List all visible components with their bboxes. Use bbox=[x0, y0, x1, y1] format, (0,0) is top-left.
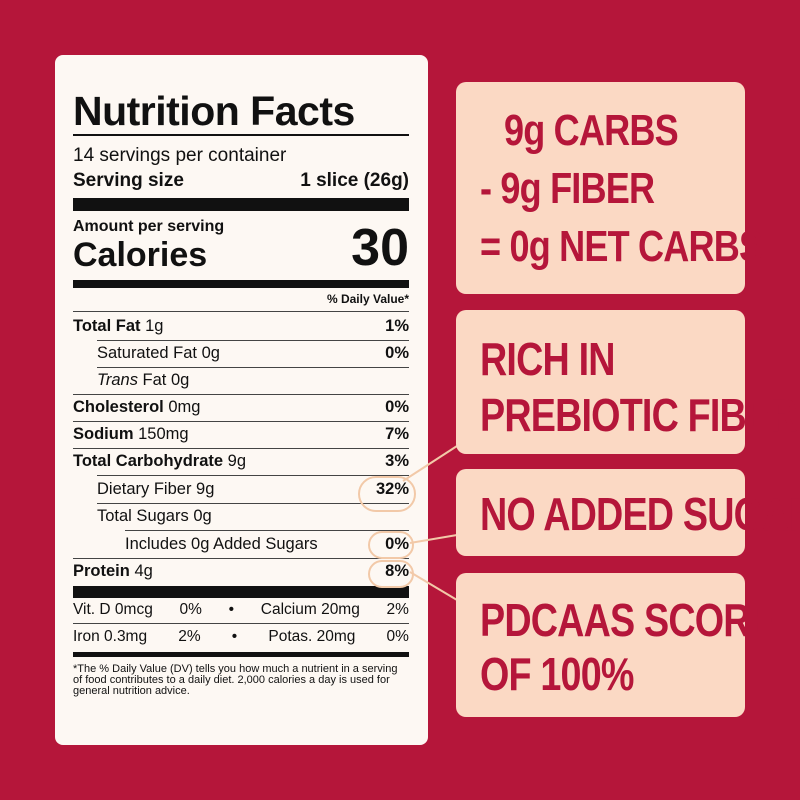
callout-pdcaas-line1: PDCAAS SCORE bbox=[480, 594, 775, 646]
callout-prebiotic-line2: PREBIOTIC FIBER bbox=[480, 389, 798, 441]
amount-per-serving: Amount per serving bbox=[73, 218, 225, 235]
bullet: • bbox=[228, 601, 235, 618]
callout-pdcaas-line2: OF 100% bbox=[480, 648, 634, 700]
row-total-fat: Total Fat 1g 1% bbox=[73, 314, 409, 338]
callout-pdcaas: PDCAAS SCORE OF 100% bbox=[456, 573, 775, 717]
callout-prebiotic-fiber: RICH IN PREBIOTIC FIBER bbox=[456, 310, 798, 454]
nutrient-amount: 4g bbox=[134, 561, 153, 580]
nutrient-name: Dietary Fiber bbox=[97, 479, 192, 498]
row-sodium: Sodium 150mg 7% bbox=[73, 422, 409, 446]
nutrient-name: Total Sugars bbox=[97, 506, 189, 525]
row-total-sugars: Total Sugars 0g bbox=[73, 504, 409, 528]
nutrient-dv: 0% bbox=[385, 397, 409, 416]
serving-size-label: Serving size bbox=[73, 170, 184, 191]
nutrient-amount: 0g bbox=[193, 506, 212, 525]
nutrient-amount: Fat 0g bbox=[142, 370, 190, 389]
row-trans-fat: Trans Fat 0g bbox=[73, 368, 409, 392]
servings-per-container: 14 servings per container bbox=[73, 145, 287, 166]
nutrient-dv: 1% bbox=[385, 316, 409, 335]
divider bbox=[73, 134, 409, 136]
divider bbox=[125, 530, 409, 531]
nutrient-name: Total Carbohydrate bbox=[73, 451, 224, 470]
calcium: Calcium 20mg bbox=[260, 601, 360, 618]
nutrient-name: Sodium bbox=[73, 424, 134, 443]
serving-size-value: 1 slice (26g) bbox=[300, 170, 409, 191]
row-vitamin-calcium: Vit. D 0mcg 0% • Calcium 20mg 2% bbox=[73, 598, 409, 622]
nutrient-amount: 0mg bbox=[168, 397, 201, 416]
bullet: • bbox=[231, 628, 238, 645]
divider bbox=[73, 421, 409, 422]
divider bbox=[73, 394, 409, 395]
row-iron-potassium: Iron 0.3mg 2% • Potas. 20mg 0% bbox=[73, 625, 409, 649]
nutrition-label-panel bbox=[55, 55, 428, 745]
divider bbox=[73, 652, 409, 657]
divider bbox=[97, 475, 409, 476]
callout-sugar-text: NO ADDED SUGAR bbox=[480, 488, 800, 540]
callout-carbs-line1: 9g CARBS bbox=[504, 106, 679, 155]
divider bbox=[73, 448, 409, 449]
divider bbox=[97, 367, 409, 368]
calcium-dv: 2% bbox=[386, 601, 409, 618]
divider bbox=[73, 311, 409, 312]
row-saturated-fat: Saturated Fat 0g 0% bbox=[73, 341, 409, 365]
row-cholesterol: Cholesterol 0mg 0% bbox=[73, 395, 409, 419]
potassium: Potas. 20mg bbox=[268, 628, 356, 645]
nutrient-dv: 7% bbox=[385, 424, 409, 443]
nutrient-amount: 1g bbox=[145, 316, 164, 335]
nutrient-amount: 9g bbox=[196, 479, 215, 498]
calories-label: Calories bbox=[73, 236, 208, 274]
daily-value-header: % Daily Value* bbox=[326, 292, 409, 306]
nutrient-name: Includes 0g Added Sugars bbox=[125, 534, 318, 553]
nutrient-amount: 0g bbox=[201, 343, 220, 362]
thick-divider bbox=[73, 280, 409, 288]
callout-prebiotic-line1: RICH IN bbox=[480, 333, 615, 385]
callout-carbs-line2: - 9g FIBER bbox=[480, 164, 655, 213]
iron: Iron 0.3mg bbox=[73, 628, 148, 645]
thick-divider bbox=[73, 586, 409, 598]
vitamin-d: Vit. D 0mcg bbox=[73, 601, 153, 618]
nutrient-name: Saturated Fat bbox=[97, 343, 197, 362]
thick-divider bbox=[73, 198, 409, 211]
iron-dv: 2% bbox=[178, 628, 201, 645]
nutrient-dv: 0% bbox=[385, 343, 409, 362]
divider bbox=[73, 558, 409, 559]
nutrient-name: Cholesterol bbox=[73, 397, 164, 416]
vitamin-d-dv: 0% bbox=[179, 601, 202, 618]
callout-carbs-line3: = 0g NET CARBS bbox=[480, 222, 763, 271]
divider bbox=[73, 623, 409, 624]
potassium-dv: 0% bbox=[386, 628, 409, 645]
divider bbox=[97, 340, 409, 341]
nutrient-amount: 150mg bbox=[138, 424, 189, 443]
callout-no-added-sugar: NO ADDED SUGAR bbox=[456, 469, 800, 556]
nutrient-name: Trans bbox=[97, 370, 138, 389]
divider bbox=[97, 503, 409, 504]
highlight-circle-added-sugars bbox=[368, 531, 414, 559]
highlight-circle-fiber bbox=[358, 476, 416, 512]
nutrient-dv: 3% bbox=[385, 451, 409, 470]
nutrient-name: Protein bbox=[73, 561, 130, 580]
calories-value: 30 bbox=[351, 219, 409, 277]
nutrition-title: Nutrition Facts bbox=[73, 88, 355, 134]
row-total-carbohydrate: Total Carbohydrate 9g 3% bbox=[73, 449, 409, 473]
nutrient-name: Total Fat bbox=[73, 316, 141, 335]
callout-net-carbs: 9g CARBS - 9g FIBER = 0g NET CARBS bbox=[456, 82, 763, 294]
nutrient-amount: 9g bbox=[227, 451, 246, 470]
footnote: *The % Daily Value (DV) tells you how mu… bbox=[73, 663, 398, 697]
serving-size-row: Serving size 1 slice (26g) bbox=[73, 168, 409, 194]
